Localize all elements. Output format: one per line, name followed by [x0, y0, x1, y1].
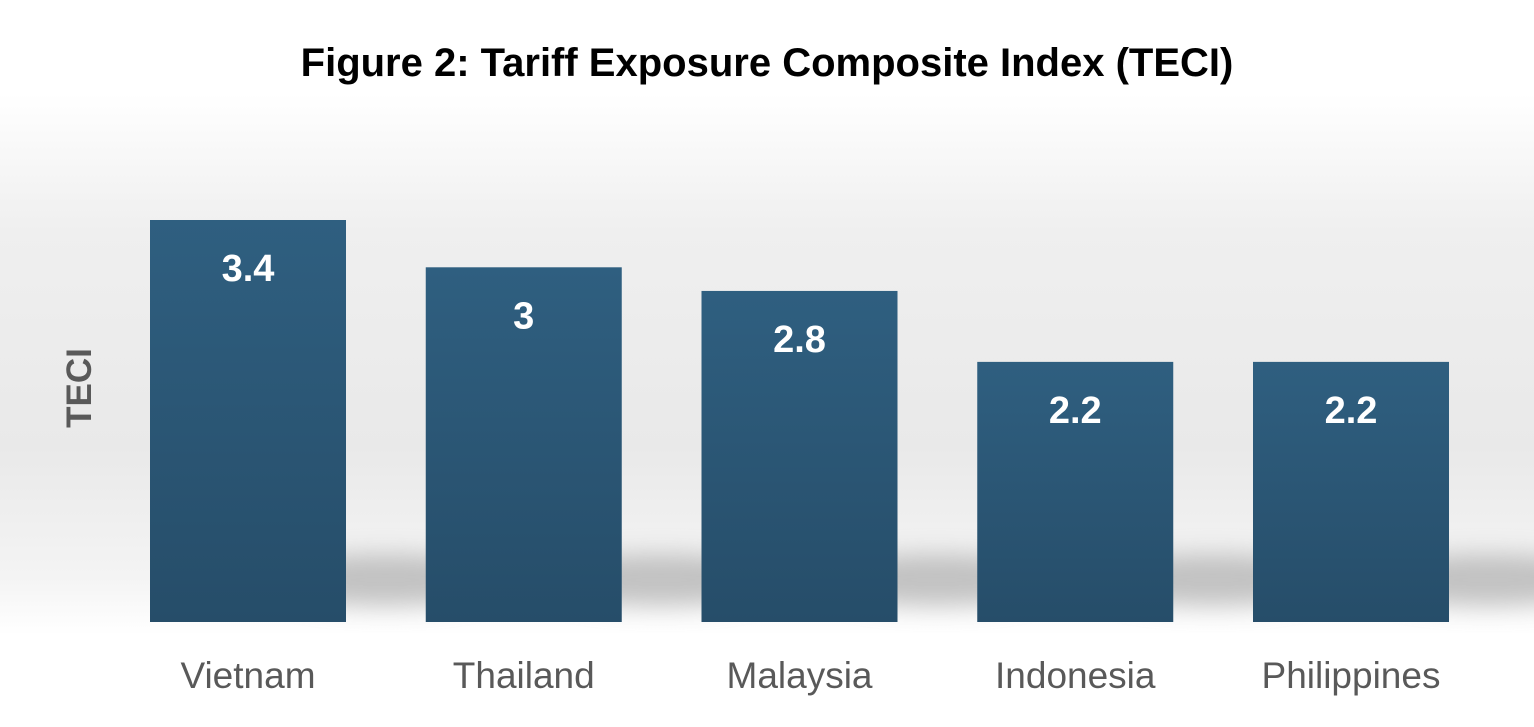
y-axis-label: TECI — [60, 348, 99, 428]
x-tick-label: Malaysia — [727, 655, 873, 696]
x-tick-label: Thailand — [453, 655, 595, 696]
data-labels-group: 3.4 3 2.8 2.2 2.2 — [222, 248, 1378, 432]
x-tick-label: Indonesia — [995, 655, 1156, 696]
data-label: 3.4 — [222, 248, 275, 290]
bar-malaysia — [701, 290, 898, 622]
bar-philippines — [1253, 361, 1449, 622]
bar-thailand — [425, 267, 622, 622]
data-label: 2.2 — [1049, 390, 1102, 432]
bars-group — [150, 220, 1449, 622]
data-label: 2.2 — [1325, 390, 1378, 432]
x-tick-labels-group: Vietnam Thailand Malaysia Indonesia Philippi… — [180, 655, 1440, 696]
bar-indonesia — [977, 361, 1174, 622]
bar-vietnam — [150, 220, 346, 622]
data-label: 3 — [513, 295, 534, 337]
x-tick-label: Vietnam — [180, 655, 315, 696]
chart-title: Figure 2: Tariff Exposure Composite Inde… — [301, 41, 1234, 85]
x-tick-label: Philippines — [1262, 655, 1441, 696]
data-label: 2.8 — [773, 319, 826, 361]
